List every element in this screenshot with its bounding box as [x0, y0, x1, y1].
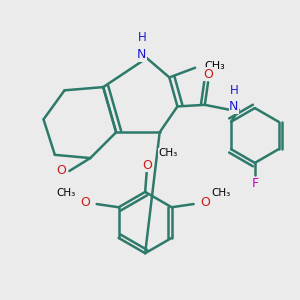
Text: O: O — [56, 164, 66, 178]
Text: F: F — [251, 177, 258, 190]
Text: N: N — [229, 100, 239, 113]
Text: CH₃: CH₃ — [212, 188, 231, 198]
Text: O: O — [200, 196, 210, 209]
Text: CH₃: CH₃ — [205, 61, 226, 71]
Text: H: H — [230, 84, 238, 97]
Text: CH₃: CH₃ — [56, 188, 76, 198]
Text: O: O — [203, 68, 213, 81]
Text: O: O — [80, 196, 90, 209]
Text: O: O — [142, 159, 152, 172]
Text: CH₃: CH₃ — [158, 148, 177, 158]
Text: N: N — [137, 48, 147, 61]
Text: H: H — [138, 31, 146, 44]
